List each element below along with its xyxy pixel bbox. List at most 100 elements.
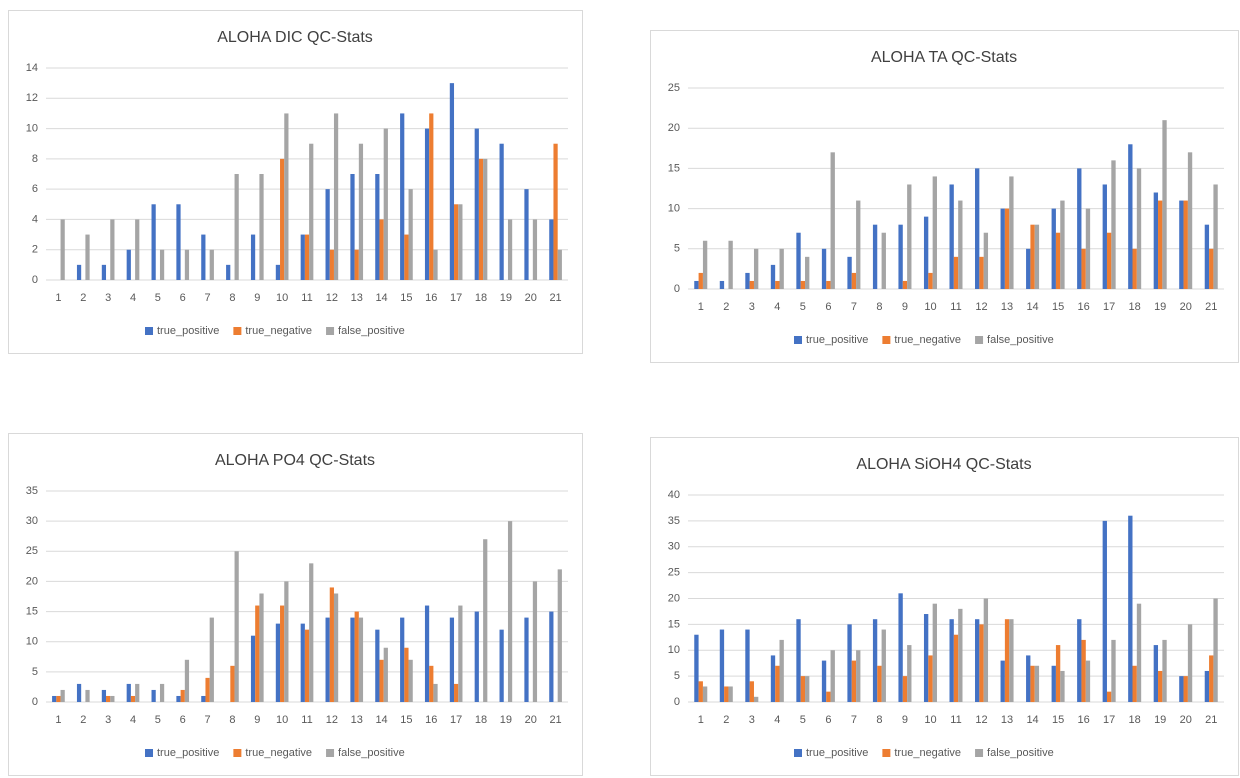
bar — [60, 219, 65, 280]
x-tick-label: 15 — [1052, 714, 1064, 726]
bar — [404, 234, 409, 280]
x-tick-label: 6 — [180, 292, 186, 304]
x-tick-label: 11 — [301, 714, 312, 726]
y-tick-label: 0 — [32, 696, 38, 708]
legend-label: true_positive — [157, 325, 219, 337]
x-tick-label: 18 — [1129, 301, 1141, 313]
bar — [856, 200, 861, 289]
x-tick-label: 12 — [326, 714, 338, 726]
bar — [805, 256, 810, 289]
x-tick-label: 14 — [1026, 714, 1038, 726]
bar — [354, 611, 359, 702]
x-tick-label: 6 — [825, 714, 831, 726]
x-tick-label: 20 — [1180, 301, 1192, 313]
bar — [983, 232, 989, 289]
bar — [1055, 232, 1061, 289]
x-tick-label: 6 — [180, 714, 186, 726]
bar — [309, 563, 314, 702]
x-tick-label: 9 — [254, 292, 260, 304]
y-tick-label: 40 — [668, 489, 680, 501]
bar — [881, 629, 886, 702]
legend-swatch — [975, 749, 984, 757]
bar — [333, 593, 339, 702]
legend-swatch — [794, 336, 802, 344]
bar — [1051, 665, 1056, 702]
bar — [85, 234, 90, 280]
chart-frame — [8, 10, 583, 354]
bar — [826, 691, 831, 702]
x-tick-label: 4 — [774, 714, 780, 726]
bar — [821, 660, 827, 702]
bar — [1179, 676, 1184, 702]
bar — [805, 676, 810, 702]
bar — [1026, 248, 1031, 289]
bar — [753, 696, 759, 702]
bar — [719, 629, 725, 702]
x-tick-label: 16 — [425, 714, 437, 726]
bar — [350, 617, 355, 702]
x-tick-label: 3 — [105, 292, 111, 304]
y-tick-label: 15 — [668, 618, 680, 630]
bar — [800, 676, 806, 702]
x-tick-label: 11 — [301, 292, 312, 304]
bar — [1136, 603, 1142, 702]
y-tick-label: 20 — [668, 122, 680, 134]
x-tick-label: 13 — [351, 714, 363, 726]
bar — [1213, 598, 1218, 702]
x-tick-label: 20 — [1180, 714, 1192, 726]
bar — [881, 232, 886, 289]
legend-swatch — [794, 749, 802, 757]
chart-frame — [650, 437, 1239, 776]
y-tick-label: 15 — [26, 605, 38, 617]
y-tick-label: 5 — [674, 670, 680, 682]
bar — [1077, 168, 1082, 289]
x-tick-label: 2 — [80, 292, 86, 304]
x-tick-label: 9 — [902, 714, 908, 726]
bar — [284, 113, 289, 280]
x-tick-label: 11 — [950, 714, 961, 726]
bar — [830, 152, 835, 289]
x-tick-label: 21 — [549, 714, 561, 726]
y-tick-label: 6 — [32, 183, 38, 195]
x-tick-label: 14 — [375, 292, 387, 304]
bar — [872, 619, 878, 702]
y-tick-label: 10 — [668, 644, 680, 656]
bar — [449, 83, 455, 281]
bar — [770, 264, 776, 289]
bar — [902, 676, 908, 702]
legend-swatch — [326, 749, 335, 757]
bar — [201, 695, 206, 702]
bar — [1162, 639, 1167, 702]
x-tick-label: 7 — [205, 292, 211, 304]
bar — [775, 280, 780, 289]
bar — [1132, 665, 1137, 702]
bar — [851, 660, 857, 702]
bar — [424, 128, 430, 280]
bar — [234, 174, 239, 280]
bar — [702, 240, 708, 289]
bar — [429, 113, 434, 280]
bar — [1111, 160, 1116, 289]
bar — [474, 128, 479, 280]
x-tick-label: 8 — [229, 714, 235, 726]
y-tick-label: 10 — [668, 203, 680, 215]
legend-swatch — [233, 327, 242, 335]
bar — [983, 598, 989, 702]
bar — [304, 234, 310, 280]
legend-swatch — [975, 336, 984, 344]
x-tick-label: 8 — [229, 292, 235, 304]
x-tick-label: 14 — [375, 714, 387, 726]
bar — [1158, 670, 1163, 702]
legend-label: true_positive — [806, 747, 868, 759]
bar — [106, 695, 111, 702]
x-tick-label: 1 — [698, 714, 704, 726]
x-tick-label: 3 — [105, 714, 111, 726]
bar — [259, 593, 264, 702]
bar — [524, 617, 529, 702]
x-tick-label: 3 — [749, 301, 755, 313]
x-tick-label: 5 — [800, 714, 806, 726]
bar — [333, 113, 339, 280]
x-tick-label: 10 — [276, 292, 288, 304]
x-tick-label: 15 — [400, 292, 412, 304]
bar — [408, 189, 413, 280]
